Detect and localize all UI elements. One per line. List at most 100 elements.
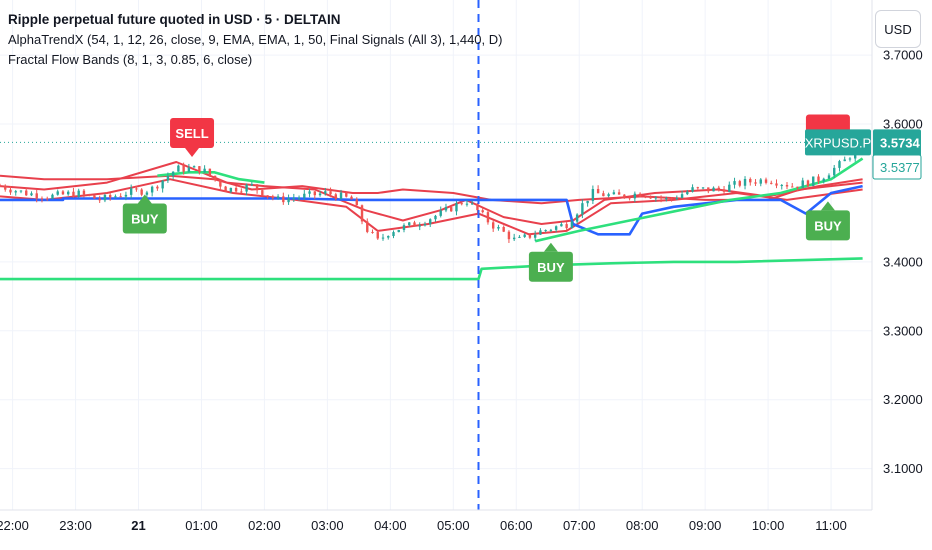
candle-body bbox=[764, 179, 768, 183]
candle-body bbox=[292, 197, 296, 199]
candle-body bbox=[408, 222, 411, 226]
candle-body bbox=[743, 178, 747, 186]
candle-body bbox=[376, 232, 379, 239]
candle-body bbox=[497, 227, 500, 229]
candle-body bbox=[644, 196, 647, 198]
candle-body bbox=[345, 192, 348, 197]
time-tick-label: 05:00 bbox=[437, 518, 470, 533]
time-tick-label: 02:00 bbox=[248, 518, 281, 533]
indicator-alphatrendx[interactable]: AlphaTrendX (54, 1, 12, 26, close, 9, EM… bbox=[8, 32, 503, 47]
candle-body bbox=[612, 192, 616, 195]
signal-pointer bbox=[820, 201, 835, 211]
candle-body bbox=[791, 186, 794, 188]
price-axis[interactable]: 3.7000 3.6000 3.4000 3.3000 3.2000 3.1000 bbox=[871, 0, 932, 550]
candle-body bbox=[334, 194, 337, 199]
candle-body bbox=[135, 188, 138, 190]
indicator-fractal-flow-bands[interactable]: Fractal Flow Bands (8, 1, 3, 0.85, 6, cl… bbox=[8, 52, 253, 67]
candle-body bbox=[77, 190, 80, 197]
candle-body bbox=[150, 186, 154, 193]
candle-body bbox=[549, 229, 553, 231]
candle-body bbox=[35, 193, 38, 199]
signal-label: SELL bbox=[175, 126, 208, 141]
candle-body bbox=[659, 197, 663, 199]
candle-body bbox=[287, 198, 290, 203]
candle-body bbox=[124, 194, 128, 197]
time-tick-label: 07:00 bbox=[563, 518, 596, 533]
chart-grid bbox=[0, 0, 872, 510]
time-tick-label: 22:00 bbox=[0, 518, 29, 533]
symbol-title[interactable]: Ripple perpetual future quoted in USD · … bbox=[8, 12, 341, 27]
candle-body bbox=[402, 225, 406, 230]
candle-body bbox=[145, 192, 149, 195]
candle-body bbox=[775, 183, 778, 186]
candle-body bbox=[591, 189, 595, 201]
candle-body bbox=[759, 179, 762, 184]
candle-body bbox=[754, 182, 757, 184]
candle-body bbox=[691, 187, 694, 192]
candle-body bbox=[675, 198, 679, 200]
signal-pointer bbox=[185, 147, 200, 157]
candle-body bbox=[465, 203, 469, 205]
candle-body bbox=[103, 194, 107, 201]
candle-body bbox=[670, 198, 673, 200]
candle-body bbox=[318, 193, 322, 196]
candle-body bbox=[381, 237, 385, 239]
candle-body bbox=[444, 207, 448, 211]
candle-body bbox=[313, 191, 317, 196]
candle-body bbox=[61, 191, 65, 195]
last-price-value: 3.5734 bbox=[880, 135, 921, 150]
price-tick-label: 3.6000 bbox=[883, 117, 923, 132]
signal-pointer bbox=[137, 194, 152, 204]
candle-body bbox=[198, 166, 201, 173]
buy-signal: BUY bbox=[122, 194, 167, 234]
candle-body bbox=[250, 184, 254, 186]
chart-legend: Ripple perpetual future quoted in USD · … bbox=[8, 10, 502, 70]
candle-body bbox=[434, 215, 437, 220]
candle-body bbox=[423, 224, 427, 226]
candle-body bbox=[187, 167, 191, 172]
currency-button[interactable]: USD bbox=[875, 10, 921, 48]
red-band-a-line bbox=[0, 174, 863, 205]
candle-body bbox=[638, 193, 642, 197]
time-axis[interactable]: 22:00 23:00 21 01:00 02:00 03:00 04:00 05:00 06:… bbox=[0, 509, 872, 533]
candle-body bbox=[360, 205, 364, 222]
candle-body bbox=[119, 196, 122, 198]
candle-body bbox=[93, 195, 96, 199]
candle-body bbox=[812, 176, 815, 187]
candle-body bbox=[822, 178, 825, 182]
candle-body bbox=[686, 191, 689, 195]
candle-body bbox=[607, 194, 610, 197]
candle-body bbox=[371, 231, 374, 233]
candle-body bbox=[324, 191, 327, 194]
candle-body bbox=[581, 203, 584, 215]
candle-body bbox=[701, 187, 705, 189]
time-tick-label: 10:00 bbox=[752, 518, 785, 533]
signal-label: BUY bbox=[814, 218, 842, 233]
price-tick-label: 3.2000 bbox=[883, 392, 923, 407]
candle-body bbox=[649, 196, 652, 199]
time-tick-label: 03:00 bbox=[311, 518, 344, 533]
candle-body bbox=[502, 227, 505, 232]
candle-body bbox=[177, 165, 180, 172]
candle-body bbox=[801, 180, 804, 188]
candlesticks bbox=[0, 136, 862, 243]
candle-body bbox=[308, 191, 311, 194]
candle-body bbox=[156, 186, 159, 189]
signal-box bbox=[528, 251, 573, 282]
candle-body bbox=[843, 159, 846, 162]
candle-body bbox=[0, 186, 2, 188]
candle-body bbox=[51, 194, 54, 199]
candle-body bbox=[617, 192, 621, 195]
candle-body bbox=[528, 234, 532, 238]
symbol-tag-box bbox=[805, 129, 871, 156]
signal-label: BUY bbox=[131, 212, 159, 227]
candle-body bbox=[234, 187, 238, 192]
symbol-price-tag: XRPUSD.P bbox=[805, 129, 871, 156]
candle-body bbox=[30, 193, 33, 196]
candle-body bbox=[98, 198, 101, 201]
candle-body bbox=[329, 191, 332, 195]
candle-body bbox=[166, 176, 170, 181]
candle-body bbox=[848, 158, 852, 160]
red-band-c-line bbox=[0, 178, 863, 236]
